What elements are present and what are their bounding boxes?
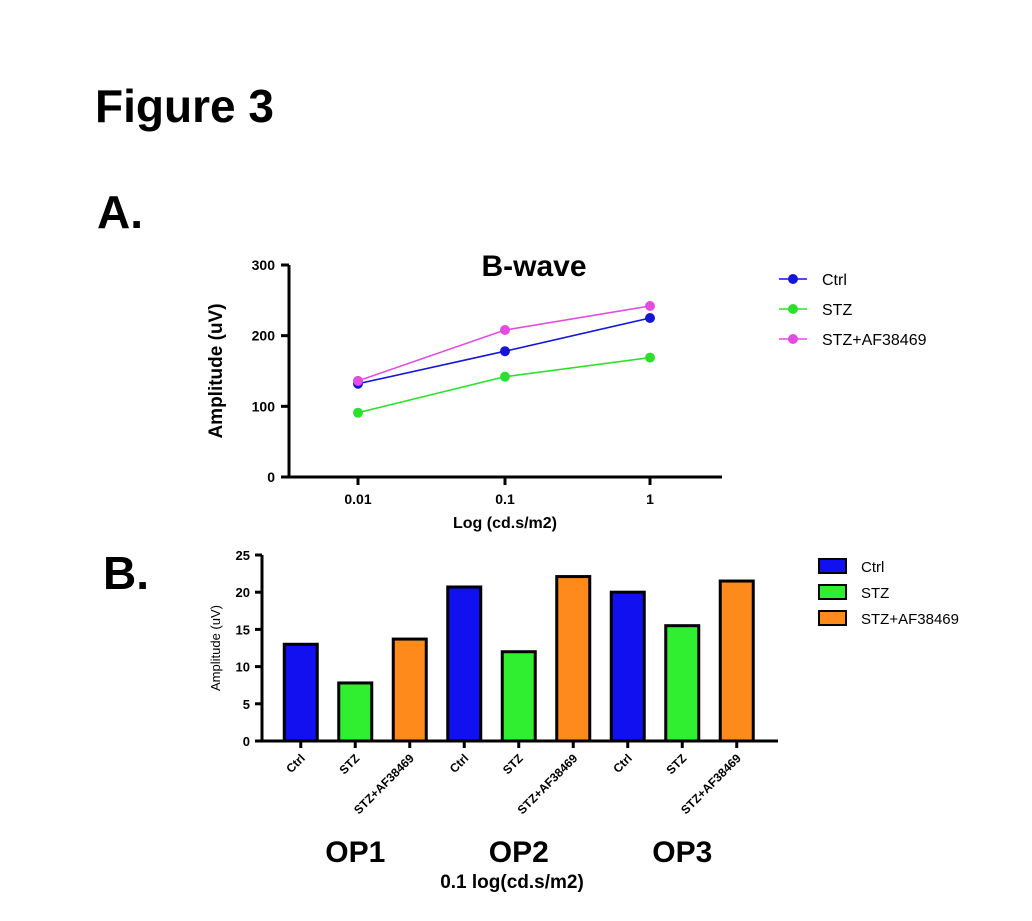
bar-op2-stz	[500, 650, 537, 743]
data-point	[500, 325, 510, 336]
chart-a-ytick-label: 200	[252, 328, 276, 344]
chart-b-group-label: OP2	[489, 836, 549, 869]
bar-op1-stz+af38469	[391, 637, 428, 743]
data-point	[645, 300, 655, 311]
chart-a-ytick-label: 300	[252, 257, 276, 273]
figure-title: Figure 3	[95, 80, 274, 132]
chart-a-ytick-label: 0	[267, 469, 275, 485]
panel-b-label: B.	[103, 547, 149, 599]
data-point	[353, 407, 363, 418]
bar-op2-ctrl	[446, 585, 483, 743]
bar-chart-oscillatory-potentials: Amplitude (uV) 0.1 log(cd.s/m2) 0 5 10 15 20…	[208, 548, 959, 893]
chart-a-ylabel: Amplitude (uV)	[206, 303, 227, 438]
data-point	[353, 375, 363, 386]
legend-marker	[788, 334, 798, 344]
chart-a-xlabel: Log (cd.s/m2)	[453, 515, 557, 532]
chart-b-category-label: STZ	[500, 751, 526, 777]
legend-swatch	[818, 610, 847, 626]
chart-b-category-label: STZ	[663, 751, 689, 777]
bar-op1-ctrl	[282, 642, 319, 743]
chart-a-xtick-label: 1	[646, 491, 654, 507]
chart-b-ytick-label: 0	[243, 734, 250, 749]
chart-a-xtick-label: 0.01	[344, 491, 371, 507]
legend-label: STZ+AF38469	[822, 332, 927, 349]
chart-a-title: B-wave	[481, 250, 586, 283]
chart-a-ytick-label: 100	[252, 398, 276, 414]
legend-swatch	[818, 558, 847, 574]
data-point	[500, 371, 510, 382]
chart-b-category-label: STZ	[336, 751, 362, 777]
chart-b-group-label: OP1	[325, 836, 385, 869]
bar-op1-stz	[337, 681, 374, 743]
legend-swatch	[818, 584, 847, 600]
data-point	[645, 313, 655, 323]
chart-b-group-label: OP3	[652, 836, 712, 869]
chart-a-xtick-label: 0.1	[495, 491, 515, 507]
legend-label: STZ+AF38469	[861, 611, 959, 628]
chart-b-ytick-label: 25	[236, 548, 250, 563]
chart-b-ytick-label: 5	[243, 697, 250, 712]
chart-b-ytick-label: 10	[236, 660, 250, 675]
legend-label: Ctrl	[822, 272, 847, 289]
legend-label: Ctrl	[861, 559, 884, 576]
data-point	[645, 352, 655, 363]
bar-op3-stz+af38469	[718, 579, 755, 743]
chart-b-ytick-label: 20	[236, 585, 250, 600]
panel-a-label: A.	[97, 186, 143, 238]
bar-op3-ctrl	[609, 590, 646, 743]
chart-b-ylabel: Amplitude (uV)	[208, 605, 223, 691]
chart-b-xlabel: 0.1 log(cd.s/m2)	[440, 872, 584, 893]
chart-b-ytick-label: 15	[236, 622, 250, 637]
legend-marker	[788, 274, 798, 284]
chart-b-category-label: Ctrl	[610, 751, 635, 776]
data-point	[500, 346, 510, 357]
bar-op3-stz	[664, 624, 701, 743]
bar-op2-stz+af38469	[555, 575, 592, 743]
line-chart-b-wave: B-wave Amplitude (uV) Log (cd.s/m2) 0 100…	[206, 250, 927, 532]
series-line-stz+af38469	[357, 305, 651, 382]
legend-label: STZ	[861, 585, 889, 602]
chart-b-category-label: Ctrl	[283, 751, 308, 776]
legend-marker	[788, 304, 798, 314]
chart-b-category-label: Ctrl	[447, 751, 472, 776]
legend-label: STZ	[822, 302, 852, 319]
